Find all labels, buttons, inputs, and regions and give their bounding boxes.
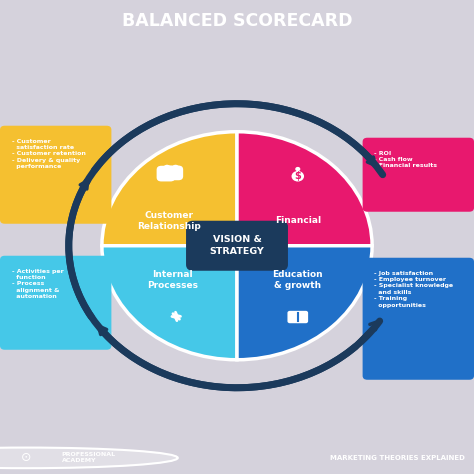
Wedge shape: [237, 132, 372, 246]
FancyBboxPatch shape: [0, 256, 111, 350]
Text: $: $: [294, 171, 301, 181]
FancyBboxPatch shape: [156, 166, 175, 182]
Circle shape: [172, 165, 179, 171]
Text: - ROI
- Cash flow
- Financial results: - ROI - Cash flow - Financial results: [374, 151, 438, 168]
Text: - Customer
  satisfaction rate
- Customer retention
- Delivery & quality
  perfo: - Customer satisfaction rate - Customer …: [12, 138, 86, 169]
FancyBboxPatch shape: [287, 311, 300, 323]
Circle shape: [164, 165, 171, 171]
FancyBboxPatch shape: [363, 138, 474, 212]
Text: Education
& growth: Education & growth: [273, 270, 323, 290]
Circle shape: [292, 171, 304, 182]
Text: BALANCED SCORECARD: BALANCED SCORECARD: [122, 12, 352, 30]
Text: Internal
Processes: Internal Processes: [146, 270, 198, 290]
FancyBboxPatch shape: [186, 221, 288, 271]
Text: ⊙: ⊙: [21, 451, 31, 465]
FancyBboxPatch shape: [0, 126, 111, 224]
FancyBboxPatch shape: [296, 311, 308, 323]
Text: Customer
Relationship: Customer Relationship: [137, 210, 201, 231]
Wedge shape: [237, 246, 372, 360]
Wedge shape: [102, 132, 237, 246]
Wedge shape: [102, 246, 237, 360]
Text: VISION &
STRATEGY: VISION & STRATEGY: [210, 235, 264, 256]
Circle shape: [295, 167, 301, 171]
Text: Financial: Financial: [275, 216, 321, 225]
Text: MARKETING THEORIES EXPLAINED: MARKETING THEORIES EXPLAINED: [329, 455, 465, 461]
FancyBboxPatch shape: [165, 165, 183, 180]
Text: - Job satisfaction
- Employee turnover
- Specialist knowledge
  and skills
- Tra: - Job satisfaction - Employee turnover -…: [374, 271, 454, 308]
Text: PROFESSIONAL
ACADEMY: PROFESSIONAL ACADEMY: [62, 452, 116, 464]
FancyBboxPatch shape: [363, 258, 474, 380]
Circle shape: [0, 447, 178, 468]
Text: - Activities per
  function
- Process
  alignment &
  automation: - Activities per function - Process alig…: [12, 269, 64, 299]
